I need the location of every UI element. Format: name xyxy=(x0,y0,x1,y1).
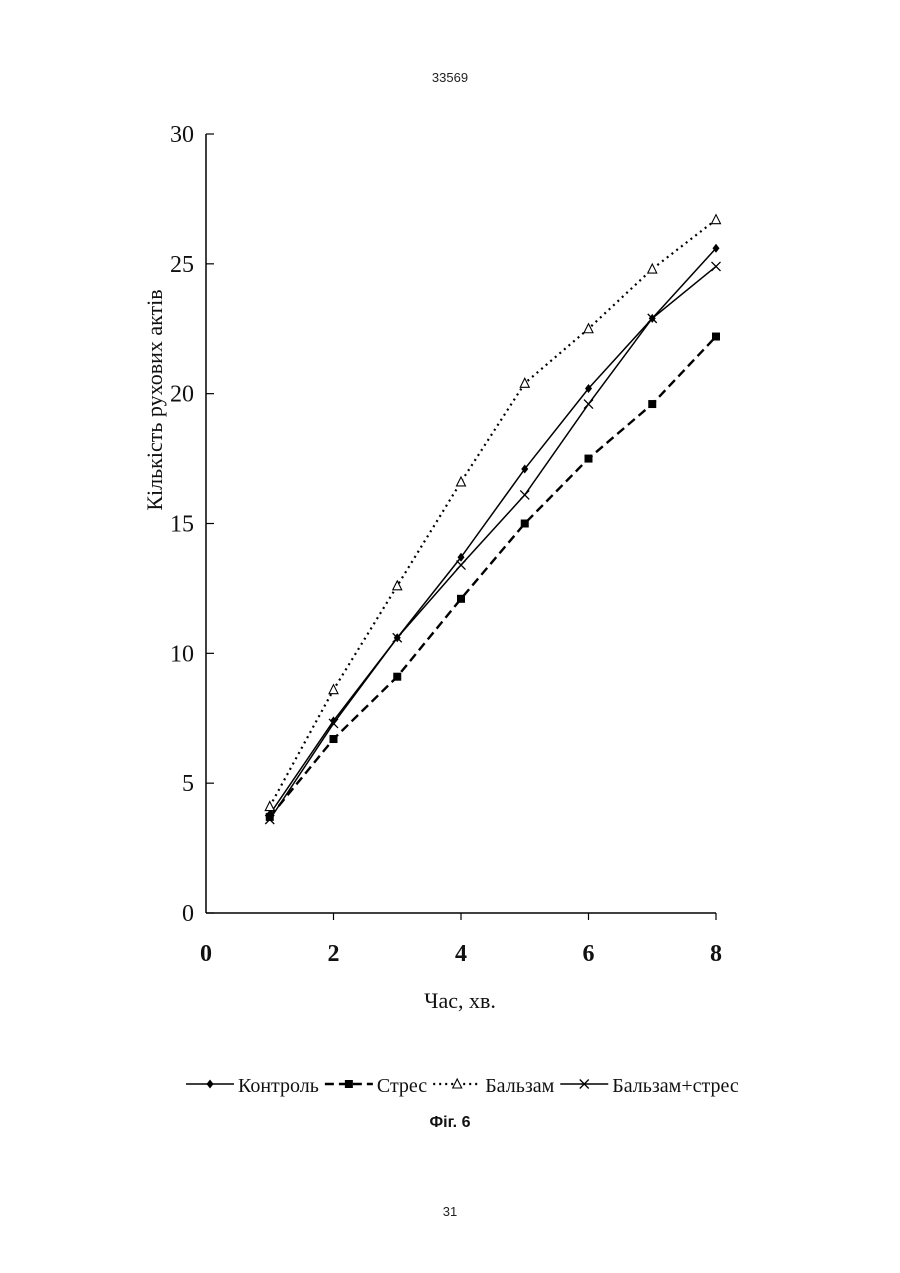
y-tick-label: 20 xyxy=(170,382,194,408)
data-point xyxy=(521,520,529,528)
data-point xyxy=(712,215,721,224)
y-tick-label: 5 xyxy=(182,771,194,797)
y-tick-label: 15 xyxy=(170,512,194,538)
data-point xyxy=(648,264,657,273)
data-point xyxy=(457,595,465,603)
legend-label: Стрес xyxy=(377,1075,427,1097)
data-point xyxy=(329,685,338,694)
chart-legend: Контроль Стрес Бальзам Бальзам+стрес xyxy=(186,1075,739,1097)
figure-caption: Фіг. 6 xyxy=(0,1114,900,1132)
data-point xyxy=(585,455,593,463)
x-tick-label: 0 xyxy=(200,941,212,967)
series-2 xyxy=(266,333,720,821)
legend-label: Бальзам xyxy=(485,1075,554,1097)
chart-series xyxy=(265,215,720,824)
page-footer-number: 31 xyxy=(0,1204,900,1219)
legend-item: Бальзам+стрес xyxy=(560,1075,739,1097)
data-point xyxy=(712,262,721,271)
y-axis-label: Кількість рухових актів xyxy=(142,289,167,510)
legend-item: Стрес xyxy=(325,1075,427,1097)
y-tick-label: 30 xyxy=(170,122,194,148)
legend-label: Контроль xyxy=(238,1075,319,1097)
legend-item: Контроль xyxy=(186,1075,319,1097)
data-point xyxy=(712,333,720,341)
series-line xyxy=(270,337,716,817)
data-point xyxy=(648,400,656,408)
x-tick-label: 4 xyxy=(455,941,467,967)
x-tick-label: 6 xyxy=(583,941,595,967)
data-point xyxy=(393,673,401,681)
data-point xyxy=(457,561,466,570)
legend-item: Бальзам xyxy=(433,1075,554,1097)
x-tick-label: 2 xyxy=(328,941,340,967)
legend-label: Бальзам+стрес xyxy=(612,1075,739,1097)
series-line xyxy=(270,248,716,814)
x-axis-label: Час, хв. xyxy=(424,988,496,1013)
legend-marker xyxy=(207,1080,214,1089)
series-1 xyxy=(266,244,719,819)
data-point xyxy=(584,400,593,409)
y-tick-label: 0 xyxy=(182,901,194,927)
x-tick-label: 8 xyxy=(710,941,722,967)
y-tick-label: 25 xyxy=(170,252,194,278)
y-axis-ticks: 0 5 10 15 20 25 30 xyxy=(170,122,214,927)
x-axis-ticks: 0 2 4 6 8 xyxy=(200,913,722,967)
y-tick-label: 10 xyxy=(170,641,194,667)
legend-marker xyxy=(453,1079,462,1088)
data-point xyxy=(520,490,529,499)
legend-marker xyxy=(345,1080,353,1088)
data-point xyxy=(265,802,274,811)
data-point xyxy=(330,735,338,743)
data-point xyxy=(457,477,466,486)
